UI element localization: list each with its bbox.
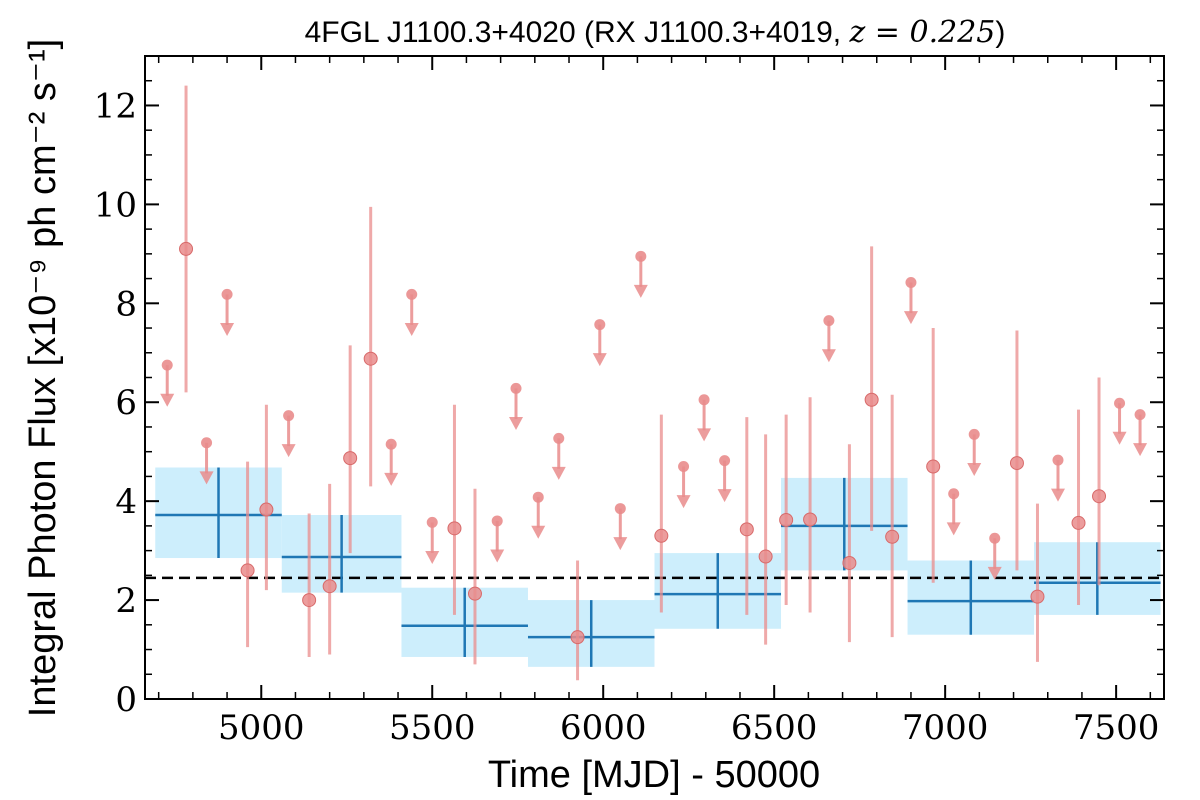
detection-point-20 (1030, 589, 1045, 604)
upper-limit-point-13 (635, 250, 647, 262)
upper-limit-arrow-5 (404, 322, 419, 336)
upper-limit-arrow-9 (531, 525, 546, 539)
y-tick-label-8: 8 (115, 284, 137, 324)
detection-point-15 (842, 555, 857, 570)
upper-limit-arrow-3 (281, 444, 296, 458)
upper-limit-arrow-20 (967, 462, 982, 476)
detection-point-17 (885, 529, 900, 544)
detection-point-14 (803, 512, 818, 527)
upper-limit-arrow-19 (946, 522, 961, 536)
upper-limit-arrow-4 (384, 472, 399, 486)
detection-point-21 (1071, 515, 1086, 530)
y-tick-label-12: 12 (94, 86, 137, 126)
upper-limit-arrow-13 (633, 284, 648, 298)
upper-limit-arrow-14 (676, 495, 691, 509)
upper-limit-point-15 (698, 394, 710, 406)
chart-title: 4FGL J1100.3+4020 (RX J1100.3+4019, z = … (305, 15, 1006, 50)
upper-limit-arrow-8 (509, 416, 524, 430)
detection-point-8 (467, 586, 482, 601)
upper-limit-point-6 (426, 516, 438, 528)
upper-limit-point-0 (161, 359, 173, 371)
detection-point-12 (758, 549, 773, 564)
upper-limit-point-20 (968, 428, 980, 440)
x-tick-label-5500: 5500 (389, 708, 476, 748)
detection-point-5 (343, 451, 358, 466)
upper-limit-point-4 (385, 438, 397, 450)
chart-title-end: ) (995, 16, 1005, 49)
upper-limit-point-23 (1114, 397, 1126, 409)
x-tick-label-7500: 7500 (1073, 708, 1160, 748)
detection-point-4 (322, 579, 337, 594)
upper-limit-point-12 (614, 503, 626, 515)
upper-limit-arrow-23 (1112, 431, 1127, 445)
upper-limit-point-22 (1052, 454, 1064, 466)
upper-limit-point-21 (989, 532, 1001, 544)
y-tick-label-2: 2 (115, 581, 137, 621)
upper-limit-point-5 (406, 288, 418, 300)
upper-limit-point-8 (510, 382, 522, 394)
detection-point-3 (302, 593, 317, 608)
detection-point-13 (779, 512, 794, 527)
upper-limit-arrow-2 (220, 322, 235, 336)
detection-point-19 (1009, 456, 1024, 471)
detection-point-22 (1092, 489, 1107, 504)
x-tick-label-7000: 7000 (902, 708, 989, 748)
detection-point-6 (363, 351, 378, 366)
upper-limit-arrow-18 (903, 311, 918, 325)
x-axis-title: Time [MJD] - 50000 (488, 754, 820, 796)
y-tick-label-6: 6 (115, 383, 137, 423)
upper-limit-point-10 (553, 432, 565, 444)
upper-limit-arrow-12 (613, 537, 628, 551)
upper-limit-point-9 (532, 491, 544, 503)
upper-limit-point-19 (948, 488, 960, 500)
plot-area (145, 85, 1164, 681)
upper-limit-arrow-22 (1050, 488, 1065, 502)
upper-limit-point-3 (283, 410, 295, 422)
x-tick-label-5000: 5000 (218, 708, 305, 748)
detection-point-11 (739, 522, 754, 537)
detection-point-18 (926, 459, 941, 474)
upper-limit-point-11 (594, 319, 606, 331)
upper-limit-arrow-24 (1133, 443, 1148, 457)
upper-limit-arrow-6 (425, 551, 440, 565)
upper-limit-point-14 (678, 461, 690, 473)
chart-title-math: z = 0.225 (848, 15, 995, 50)
upper-limit-point-2 (221, 288, 233, 300)
y-axis-title: Integral Photon Flux [x10⁻⁹ ph cm⁻² s⁻¹] (22, 39, 64, 717)
upper-limit-point-17 (823, 315, 835, 327)
upper-limit-arrow-15 (697, 428, 712, 442)
detection-point-10 (654, 528, 669, 543)
detection-point-7 (447, 521, 462, 536)
upper-limit-arrow-7 (490, 549, 505, 563)
upper-limit-point-18 (905, 277, 917, 289)
y-tick-label-10: 10 (94, 185, 137, 225)
x-tick-label-6000: 6000 (560, 708, 647, 748)
axis-ticks: 5000 5500 6000 6500 7000 7500 0 2 4 6 8 10 12 (94, 55, 1164, 748)
upper-limit-arrow-0 (160, 393, 175, 407)
upper-limit-point-1 (201, 437, 213, 449)
upper-limit-point-16 (719, 455, 731, 467)
y-tick-label-4: 4 (115, 482, 137, 522)
upper-limit-arrow-16 (717, 489, 732, 503)
detection-point-16 (864, 392, 879, 407)
detection-point-0 (179, 241, 194, 256)
upper-limit-arrow-1 (199, 471, 214, 485)
y-tick-label-0: 0 (115, 680, 137, 720)
upper-limit-arrow-17 (821, 349, 836, 363)
upper-limit-point-24 (1134, 409, 1146, 421)
upper-limit-point-7 (491, 515, 503, 527)
detection-point-9 (570, 630, 585, 645)
upper-limit-arrow-11 (592, 353, 607, 367)
x-tick-label-6500: 6500 (731, 708, 818, 748)
detection-point-1 (240, 563, 255, 578)
chart-title-main: 4FGL J1100.3+4020 (RX J1100.3+4019, (305, 16, 850, 49)
detection-point-2 (259, 502, 274, 517)
upper-limit-arrow-21 (987, 566, 1002, 580)
upper-limit-arrow-10 (551, 466, 566, 480)
